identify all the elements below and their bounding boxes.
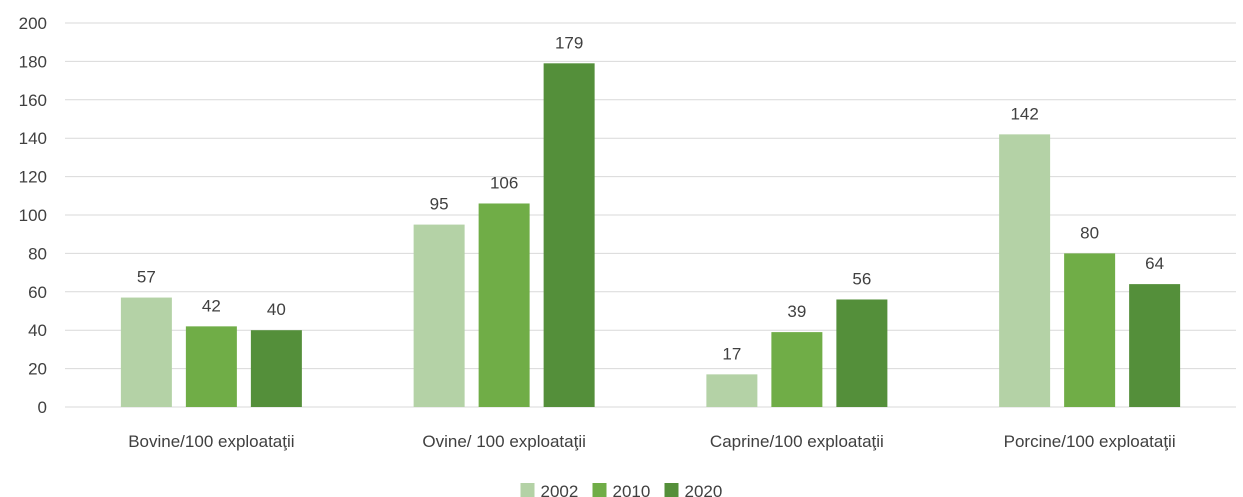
legend-label: 2020 — [685, 482, 723, 497]
bar-2010 — [185, 326, 237, 407]
bar-2002 — [120, 297, 172, 407]
data-label: 39 — [787, 302, 806, 321]
legend-label: 2002 — [541, 482, 579, 497]
category-label: Bovine/100 exploataţii — [128, 432, 294, 451]
bar-2010 — [1064, 253, 1116, 407]
data-label: 17 — [722, 344, 741, 363]
legend-swatch — [664, 483, 679, 497]
legend-label: 2010 — [613, 482, 651, 497]
data-label: 179 — [555, 33, 583, 52]
legend: 2002 2010 2020 — [520, 482, 723, 497]
bar-2002 — [413, 224, 465, 407]
data-label: 64 — [1145, 254, 1164, 273]
y-axis-ticks: 0 20 40 60 80 100 120 140 160 180 200 — [19, 14, 47, 417]
y-tick-label: 80 — [28, 244, 47, 263]
category-label: Ovine/ 100 exploataţii — [422, 432, 586, 451]
bar-2010 — [478, 203, 530, 407]
data-label: 40 — [267, 300, 286, 319]
legend-swatch — [520, 483, 535, 497]
category-label: Porcine/100 exploataţii — [1004, 432, 1176, 451]
x-axis-categories: Bovine/100 exploataţii Ovine/ 100 exploat… — [128, 432, 1175, 451]
y-tick-label: 60 — [28, 283, 47, 302]
y-tick-label: 200 — [19, 14, 47, 33]
bar-2020 — [1129, 284, 1181, 407]
bar-2010 — [771, 332, 823, 407]
category-label: Caprine/100 exploataţii — [710, 432, 884, 451]
data-labels: 57 42 40 95 106 179 17 39 56 142 80 64 — [137, 33, 1164, 363]
y-tick-label: 40 — [28, 321, 47, 340]
bar-2020 — [250, 330, 302, 407]
data-label: 142 — [1010, 104, 1038, 123]
y-tick-label: 140 — [19, 129, 47, 148]
data-label: 57 — [137, 268, 156, 287]
bar-2020 — [836, 299, 888, 407]
data-label: 95 — [430, 195, 449, 214]
y-tick-label: 20 — [28, 360, 47, 379]
y-tick-label: 180 — [19, 52, 47, 71]
y-tick-label: 0 — [38, 398, 47, 417]
y-tick-label: 120 — [19, 168, 47, 187]
bars — [120, 63, 1181, 408]
bar-2002 — [999, 134, 1051, 408]
legend-swatch — [592, 483, 607, 497]
data-label: 56 — [852, 269, 871, 288]
data-label: 80 — [1080, 223, 1099, 242]
y-tick-label: 160 — [19, 91, 47, 110]
y-tick-label: 100 — [19, 206, 47, 225]
data-label: 42 — [202, 296, 221, 315]
bar-2020 — [543, 63, 595, 407]
data-label: 106 — [490, 173, 518, 192]
bar-2002 — [706, 374, 758, 407]
gridlines — [65, 22, 1236, 408]
